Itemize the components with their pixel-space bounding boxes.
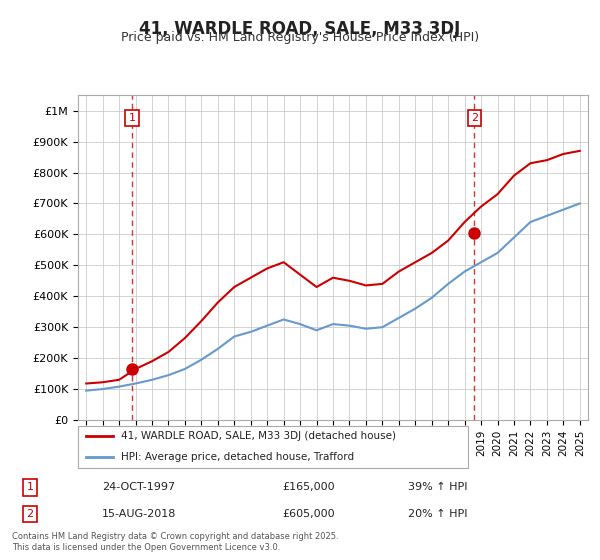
Text: 41, WARDLE ROAD, SALE, M33 3DJ (detached house): 41, WARDLE ROAD, SALE, M33 3DJ (detached… xyxy=(121,431,396,441)
Text: £165,000: £165,000 xyxy=(282,482,335,492)
FancyBboxPatch shape xyxy=(78,426,468,468)
Text: 41, WARDLE ROAD, SALE, M33 3DJ: 41, WARDLE ROAD, SALE, M33 3DJ xyxy=(139,20,461,38)
Text: 2: 2 xyxy=(471,113,478,123)
Text: Price paid vs. HM Land Registry's House Price Index (HPI): Price paid vs. HM Land Registry's House … xyxy=(121,31,479,44)
Text: 20% ↑ HPI: 20% ↑ HPI xyxy=(408,509,467,519)
Text: 39% ↑ HPI: 39% ↑ HPI xyxy=(408,482,467,492)
Text: 2: 2 xyxy=(26,509,34,519)
Text: HPI: Average price, detached house, Trafford: HPI: Average price, detached house, Traf… xyxy=(121,452,354,462)
Text: £605,000: £605,000 xyxy=(282,509,335,519)
Text: 1: 1 xyxy=(129,113,136,123)
Text: Contains HM Land Registry data © Crown copyright and database right 2025.
This d: Contains HM Land Registry data © Crown c… xyxy=(12,532,338,552)
Text: 15-AUG-2018: 15-AUG-2018 xyxy=(102,509,176,519)
Text: 1: 1 xyxy=(26,482,34,492)
Text: 24-OCT-1997: 24-OCT-1997 xyxy=(102,482,175,492)
